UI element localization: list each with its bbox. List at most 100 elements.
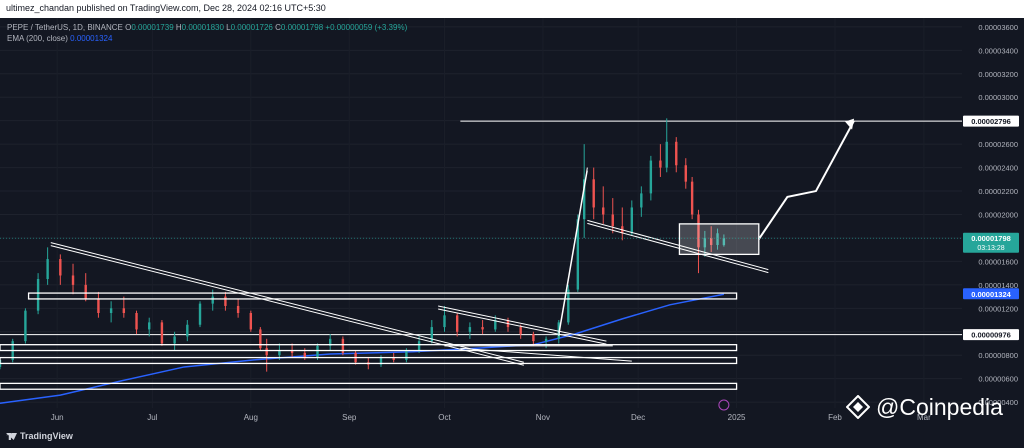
event-marker-icon	[718, 399, 730, 411]
candle-body	[265, 348, 268, 356]
candle-body	[690, 181, 694, 215]
watermark-text: @Coinpedia	[876, 393, 1003, 420]
candle-body	[665, 141, 668, 168]
y-tick-label: 0.00002000	[978, 211, 1018, 220]
candle-body	[576, 219, 580, 290]
candle-body	[684, 165, 687, 182]
price-label-text: 0.00001798	[971, 234, 1011, 243]
publisher-text: ultimez_chandan published on TradingView…	[6, 3, 326, 13]
candle-body	[716, 233, 719, 245]
y-tick-label: 0.00001200	[978, 304, 1018, 313]
publisher-bar: ultimez_chandan published on TradingView…	[0, 0, 1024, 18]
high-value: 0.00001830	[181, 23, 224, 32]
y-tick-label: 0.00003200	[978, 70, 1018, 79]
support-zone-box	[0, 356, 738, 365]
y-tick-label: 0.00000600	[978, 375, 1018, 384]
price-label-box	[963, 115, 1019, 127]
close-key: C	[275, 23, 281, 32]
x-tick-label: Mar	[917, 413, 931, 422]
candle-body	[417, 341, 421, 351]
price-label-box	[963, 288, 1019, 300]
open-key: O	[125, 23, 132, 32]
low-value: 0.00001726	[230, 23, 273, 32]
symbol-label[interactable]: PEPE / TetherUS, 1D, BINANCE	[7, 23, 123, 32]
y-tick-label: 0.00002200	[978, 187, 1018, 196]
candle-body	[328, 338, 332, 346]
y-tick-label: 0.00003600	[978, 23, 1018, 32]
candle-body	[703, 237, 707, 248]
price-chart[interactable]: 0.00003600 0.00003400 0.00003200 0.00003000…	[0, 18, 1024, 448]
y-tick-label: 0.00000800	[978, 351, 1018, 360]
candle-body	[135, 313, 138, 330]
flagpole-line	[558, 167, 588, 334]
x-tick-label: Dec	[631, 413, 645, 422]
candle-body	[675, 141, 678, 166]
candle-body	[468, 327, 472, 332]
candle-body	[430, 327, 433, 342]
support-zone-box	[0, 344, 738, 352]
candle-body	[259, 329, 262, 349]
ema-row: EMA (200, close) 0.00001324	[7, 33, 407, 44]
candle-body	[630, 207, 634, 234]
price-label-text: 0.00001324	[971, 290, 1011, 299]
candle-body	[379, 357, 383, 365]
ema-label[interactable]: EMA (200, close)	[7, 34, 68, 43]
candle-body	[640, 193, 643, 208]
price-label-text: 0.00002796	[971, 117, 1011, 126]
x-tick-label: Feb	[828, 413, 842, 422]
candle-body	[602, 207, 605, 215]
ema-200-line	[0, 293, 725, 405]
chart-legend: PEPE / TetherUS, 1D, BINANCE O0.00001739…	[7, 22, 407, 44]
x-tick-label: Aug	[244, 413, 258, 422]
candle-body	[544, 338, 548, 342]
candle-body	[211, 296, 214, 304]
y-tick-label: 0.00000400	[978, 398, 1018, 407]
candle-body	[443, 315, 446, 328]
consolidation-box	[678, 223, 760, 256]
coinpedia-watermark: @Coinpedia	[846, 392, 1003, 422]
y-tick-label: 0.00001600	[978, 257, 1018, 266]
x-tick-label: Jun	[51, 413, 64, 422]
tradingview-logo: TradingView	[6, 431, 73, 441]
candle-body	[278, 350, 281, 356]
candle-body	[290, 350, 294, 353]
candle-body	[697, 214, 700, 248]
candle-body	[303, 352, 306, 358]
candle-body	[24, 310, 27, 342]
open-value: 0.00001739	[131, 23, 174, 32]
candle-body	[84, 284, 87, 299]
candle-body	[709, 237, 713, 245]
projection-arrow	[757, 120, 855, 240]
flagpole-line	[558, 170, 588, 337]
candle-body	[659, 160, 662, 168]
coinpedia-logo-icon	[846, 395, 870, 419]
flag-lower-line	[587, 222, 769, 274]
y-tick-label: 0.00002600	[978, 140, 1018, 149]
wedge-upper-line	[438, 305, 607, 342]
falling-trendline	[50, 245, 524, 366]
candle-body	[71, 275, 75, 285]
support-zone-box	[27, 292, 738, 300]
candle-body	[532, 334, 535, 342]
support-zone-box	[0, 382, 738, 390]
candle-body	[455, 315, 459, 332]
wedge-lower-line	[460, 347, 632, 362]
candle-body	[341, 338, 345, 353]
candle-body	[249, 313, 253, 330]
candle-body	[392, 357, 395, 360]
candle-body	[148, 322, 151, 330]
candle-body	[611, 214, 614, 227]
candle-body	[405, 350, 408, 360]
tradingview-logo-icon	[6, 433, 17, 440]
candle-body	[592, 179, 595, 208]
candle-body	[36, 279, 40, 311]
projection-arrowhead	[845, 118, 855, 130]
chart-area[interactable]: 0.00003600 0.00003400 0.00003200 0.00003000…	[0, 18, 1024, 448]
tradingview-brand: TradingView	[20, 431, 73, 441]
x-tick-label: Sep	[342, 413, 357, 422]
candle-body	[59, 259, 62, 276]
candle-body	[567, 289, 570, 323]
high-key: H	[175, 23, 182, 32]
price-label-box	[963, 232, 1019, 253]
